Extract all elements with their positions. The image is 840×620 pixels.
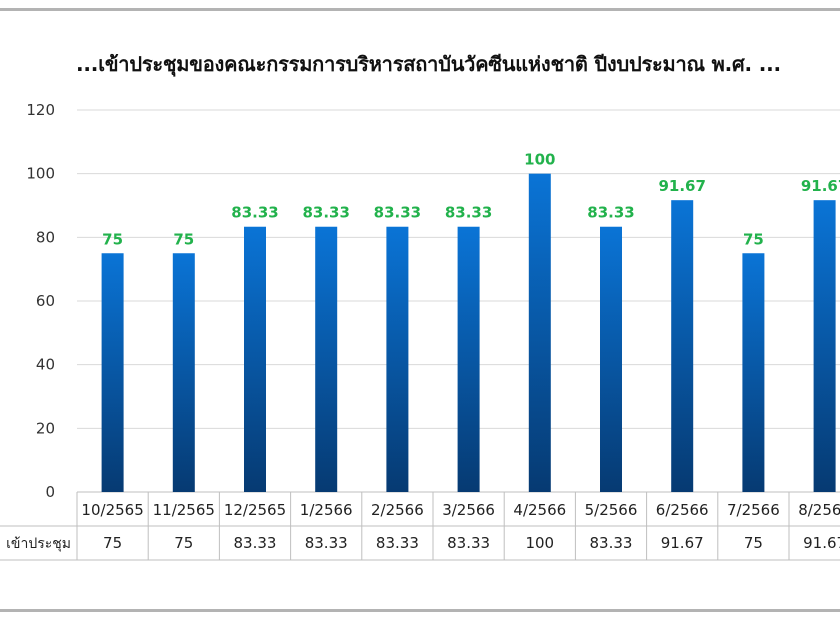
y-tick-label-6: 120 [26, 101, 55, 119]
bar-2 [244, 226, 266, 492]
table-value-7: 83.33 [590, 534, 633, 552]
y-tick-label-1: 20 [36, 419, 55, 437]
category-label-7: 5/2566 [585, 501, 638, 519]
category-label-1: 11/2565 [153, 501, 215, 519]
series-legend-label: เข้าประชุม [6, 536, 71, 552]
table-value-0: 75 [103, 534, 122, 552]
data-label-7: 83.33 [587, 204, 634, 222]
data-label-5: 83.33 [445, 204, 492, 222]
category-label-4: 2/2566 [371, 501, 424, 519]
category-label-9: 7/2566 [727, 501, 780, 519]
table-value-5: 83.33 [447, 534, 490, 552]
bar-3 [315, 226, 338, 492]
table-value-4: 83.33 [376, 534, 419, 552]
data-label-10: 91.67 [801, 177, 840, 195]
chart-title: ...เข้าประชุมของคณะกรรมการบริหารสถาบันวั… [76, 52, 781, 76]
bar-5 [457, 226, 480, 492]
data-label-2: 83.33 [231, 204, 278, 222]
bar-0 [101, 253, 124, 492]
y-tick-label-2: 40 [36, 356, 55, 374]
table-value-2: 83.33 [234, 534, 277, 552]
category-label-3: 1/2566 [300, 501, 353, 519]
category-label-0: 10/2565 [81, 501, 143, 519]
y-tick-label-0: 0 [45, 483, 55, 501]
category-label-5: 3/2566 [442, 501, 495, 519]
bar-1 [172, 253, 195, 492]
bar-6 [528, 173, 551, 492]
top-border [0, 8, 840, 11]
data-label-9: 75 [743, 230, 764, 248]
table-value-3: 83.33 [305, 534, 348, 552]
data-label-3: 83.33 [302, 204, 349, 222]
data-label-8: 91.67 [658, 177, 705, 195]
data-label-4: 83.33 [374, 204, 421, 222]
data-label-0: 75 [102, 230, 123, 248]
category-label-6: 4/2566 [513, 501, 566, 519]
y-tick-label-3: 60 [36, 292, 55, 310]
table-value-10: 91.67 [803, 534, 840, 552]
y-tick-label-5: 100 [26, 165, 55, 183]
bottom-border [0, 609, 840, 612]
bar-7 [600, 226, 622, 492]
table-value-8: 91.67 [661, 534, 704, 552]
bar-8 [671, 200, 694, 492]
data-label-6: 100 [524, 151, 555, 169]
bar-4 [386, 226, 409, 492]
bar-9 [742, 253, 765, 492]
table-value-9: 75 [744, 534, 763, 552]
y-tick-label-4: 80 [36, 228, 55, 246]
table-value-6: 100 [525, 534, 554, 552]
bar-10 [813, 200, 836, 492]
table-value-1: 75 [174, 534, 193, 552]
category-label-8: 6/2566 [656, 501, 709, 519]
category-label-10: 8/2566 [798, 501, 840, 519]
category-label-2: 12/2565 [224, 501, 286, 519]
data-label-1: 75 [173, 230, 194, 248]
